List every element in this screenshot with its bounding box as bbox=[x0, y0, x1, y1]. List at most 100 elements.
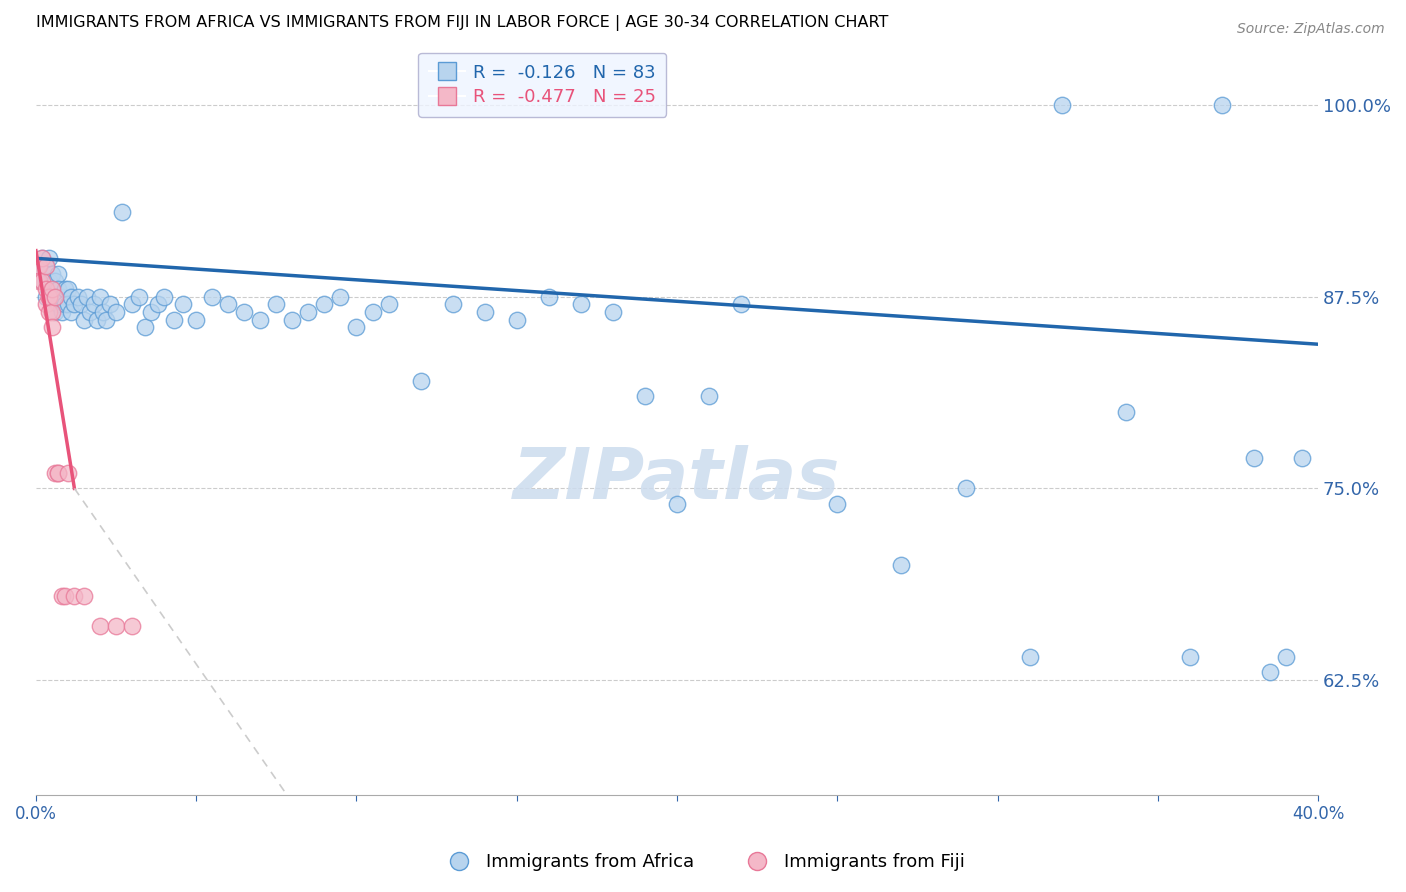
Point bbox=[56, 297, 79, 311]
Point bbox=[329, 290, 352, 304]
Point bbox=[89, 290, 111, 304]
Point bbox=[69, 297, 91, 311]
Point bbox=[86, 312, 108, 326]
Text: ZIPatlas: ZIPatlas bbox=[513, 445, 841, 514]
Point bbox=[53, 297, 76, 311]
Point bbox=[44, 290, 66, 304]
Point bbox=[89, 619, 111, 633]
Point bbox=[1178, 650, 1201, 665]
Point bbox=[146, 297, 169, 311]
Point bbox=[134, 320, 156, 334]
Point bbox=[163, 312, 186, 326]
Point bbox=[128, 290, 150, 304]
Point bbox=[44, 466, 66, 480]
Point bbox=[48, 466, 70, 480]
Point bbox=[1258, 665, 1281, 680]
Point bbox=[79, 305, 101, 319]
Point bbox=[53, 282, 76, 296]
Point bbox=[28, 259, 51, 273]
Point bbox=[38, 290, 60, 304]
Point bbox=[1243, 450, 1265, 465]
Point bbox=[56, 282, 79, 296]
Point bbox=[41, 290, 63, 304]
Point bbox=[44, 305, 66, 319]
Point bbox=[186, 312, 208, 326]
Point bbox=[121, 619, 143, 633]
Point bbox=[31, 274, 53, 288]
Point bbox=[474, 305, 496, 319]
Point bbox=[409, 374, 432, 388]
Point bbox=[890, 558, 912, 572]
Point bbox=[1018, 650, 1040, 665]
Point bbox=[1050, 98, 1073, 112]
Point bbox=[48, 267, 70, 281]
Point bbox=[31, 252, 53, 266]
Point bbox=[105, 619, 128, 633]
Point bbox=[346, 320, 368, 334]
Point bbox=[697, 389, 720, 403]
Point bbox=[602, 305, 624, 319]
Point bbox=[666, 497, 689, 511]
Point bbox=[53, 589, 76, 603]
Point bbox=[1211, 98, 1233, 112]
Point bbox=[38, 274, 60, 288]
Point bbox=[105, 305, 128, 319]
Point bbox=[1291, 450, 1313, 465]
Point bbox=[41, 282, 63, 296]
Point bbox=[506, 312, 529, 326]
Point bbox=[1115, 405, 1137, 419]
Legend: R =  -0.126   N = 83, R =  -0.477   N = 25: R = -0.126 N = 83, R = -0.477 N = 25 bbox=[419, 53, 666, 117]
Point bbox=[34, 282, 56, 296]
Point bbox=[31, 252, 53, 266]
Point bbox=[51, 589, 73, 603]
Point bbox=[34, 290, 56, 304]
Point bbox=[441, 297, 464, 311]
Point bbox=[60, 290, 83, 304]
Point bbox=[730, 297, 752, 311]
Point bbox=[233, 305, 256, 319]
Point bbox=[217, 297, 239, 311]
Point bbox=[377, 297, 399, 311]
Point bbox=[31, 274, 53, 288]
Point bbox=[38, 252, 60, 266]
Point bbox=[249, 312, 271, 326]
Point bbox=[361, 305, 384, 319]
Point bbox=[153, 290, 176, 304]
Point bbox=[44, 274, 66, 288]
Point bbox=[34, 274, 56, 288]
Point bbox=[63, 297, 86, 311]
Point bbox=[63, 589, 86, 603]
Point bbox=[201, 290, 224, 304]
Text: IMMIGRANTS FROM AFRICA VS IMMIGRANTS FROM FIJI IN LABOR FORCE | AGE 30-34 CORREL: IMMIGRANTS FROM AFRICA VS IMMIGRANTS FRO… bbox=[37, 15, 889, 31]
Point bbox=[28, 274, 51, 288]
Point bbox=[141, 305, 163, 319]
Point bbox=[73, 589, 96, 603]
Point bbox=[98, 297, 121, 311]
Point bbox=[60, 305, 83, 319]
Point bbox=[314, 297, 336, 311]
Point bbox=[48, 297, 70, 311]
Point bbox=[56, 466, 79, 480]
Point bbox=[91, 305, 114, 319]
Point bbox=[44, 290, 66, 304]
Point bbox=[297, 305, 319, 319]
Point bbox=[1275, 650, 1298, 665]
Point bbox=[281, 312, 304, 326]
Point bbox=[172, 297, 194, 311]
Point bbox=[51, 305, 73, 319]
Point bbox=[76, 290, 98, 304]
Legend: Immigrants from Africa, Immigrants from Fiji: Immigrants from Africa, Immigrants from … bbox=[433, 847, 973, 879]
Point bbox=[41, 282, 63, 296]
Point bbox=[34, 297, 56, 311]
Point bbox=[827, 497, 849, 511]
Point bbox=[41, 320, 63, 334]
Point bbox=[83, 297, 105, 311]
Point bbox=[48, 466, 70, 480]
Point bbox=[111, 205, 134, 219]
Point bbox=[121, 297, 143, 311]
Point bbox=[48, 282, 70, 296]
Point bbox=[28, 259, 51, 273]
Point bbox=[34, 259, 56, 273]
Point bbox=[66, 290, 89, 304]
Point bbox=[34, 259, 56, 273]
